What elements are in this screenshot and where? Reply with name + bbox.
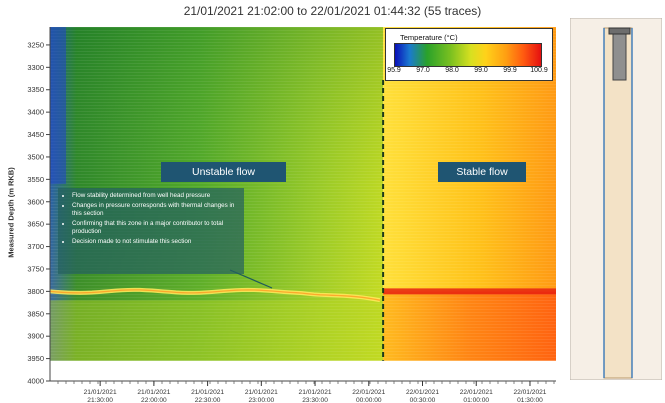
x-tick-time: 01:00:00	[463, 397, 489, 403]
colorbar-tick: 99.0	[474, 67, 488, 74]
y-tick-label: 3650	[27, 220, 44, 229]
axes: 3250 3300 3350 3400 3450 3500 3550 3600 3650 3700…	[27, 27, 556, 403]
colorbar-title: Temperature (°C)	[400, 33, 458, 42]
x-tick-time: 22:00:00	[141, 397, 167, 403]
colorbar-tick: 100.9	[530, 67, 548, 74]
y-tick-label: 3500	[27, 152, 44, 161]
wellbore-casing	[603, 27, 633, 379]
y-tick-label: 3800	[27, 287, 44, 296]
x-tick-date: 21/01/2021	[191, 389, 224, 396]
x-tick-time: 01:30:00	[517, 397, 543, 403]
colorbar-tick: 97.0	[416, 67, 430, 74]
x-tick-date: 22/01/2021	[352, 389, 385, 396]
wellbore-hanger	[608, 27, 631, 35]
y-tick-label: 3550	[27, 175, 44, 184]
no-data-strip	[50, 360, 556, 381]
chart-title: 21/01/2021 21:02:00 to 22/01/2021 01:44:…	[183, 4, 482, 18]
x-tick-date: 21/01/2021	[245, 389, 278, 396]
x-tick-date: 21/01/2021	[84, 389, 117, 396]
x-tick-time: 21:30:00	[87, 397, 113, 403]
y-tick-label: 3700	[27, 242, 44, 251]
note-item: Decision made to not stimulate this sect…	[72, 238, 240, 246]
y-tick-label: 4000	[27, 377, 44, 386]
y-tick-label: 3600	[27, 197, 44, 206]
wellbore-schematic	[570, 18, 662, 380]
y-tick-label: 3350	[27, 85, 44, 94]
x-tick-date: 22/01/2021	[513, 389, 546, 396]
colorbar-gradient	[394, 43, 542, 67]
hot-band-unstable-core	[49, 289, 381, 301]
note-item: Changes in pressure corresponds with the…	[72, 202, 240, 218]
y-tick-label: 3450	[27, 130, 44, 139]
annotation-notes: Flow stability determined from well head…	[58, 188, 244, 274]
y-axis-label: Measured Depth (m RKB)	[6, 167, 16, 258]
y-tick-label: 3850	[27, 309, 44, 318]
y-tick-label: 3900	[27, 332, 44, 341]
x-tick-time: 22:30:00	[195, 397, 221, 403]
y-tick-label: 3300	[27, 63, 44, 72]
x-tick-time: 23:30:00	[302, 397, 328, 403]
x-tick-date: 21/01/2021	[137, 389, 170, 396]
colorbar-tick: 99.9	[503, 67, 517, 74]
colorbar-legend: Temperature (°C) 95.9 97.0 98.0 99.0 99.…	[385, 28, 553, 81]
x-tick-date: 22/01/2021	[460, 389, 493, 396]
y-tick-label: 3750	[27, 264, 44, 273]
colorbar-tick: 98.0	[445, 67, 459, 74]
y-tick-label: 3950	[27, 354, 44, 363]
x-tick-date: 22/01/2021	[406, 389, 439, 396]
cold-edge	[50, 27, 66, 184]
colorbar-tick: 95.9	[387, 67, 401, 74]
x-tick-time: 00:30:00	[410, 397, 436, 403]
wellbore-tubing	[612, 27, 627, 81]
y-tick-label: 3250	[27, 40, 44, 49]
hot-band-stable	[383, 288, 556, 295]
y-tick-label: 3400	[27, 108, 44, 117]
note-item: Confirming that this zone in a major con…	[72, 220, 240, 236]
unstable-flow-label: Unstable flow	[161, 162, 286, 182]
x-tick-date: 21/01/2021	[299, 389, 332, 396]
x-tick-time: 23:00:00	[248, 397, 274, 403]
stable-flow-label: Stable flow	[438, 162, 526, 182]
note-item: Flow stability determined from well head…	[72, 192, 240, 200]
x-tick-time: 00:00:00	[356, 397, 382, 403]
